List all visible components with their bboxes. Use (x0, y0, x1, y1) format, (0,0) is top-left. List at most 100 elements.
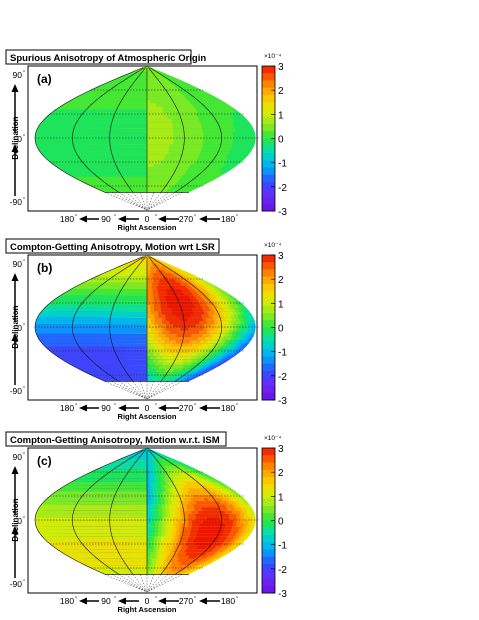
heatmap-cell (157, 128, 163, 132)
colorbar-segment (262, 284, 275, 292)
heatmap-cell (157, 144, 163, 148)
heatmap-cell (172, 131, 178, 136)
degree-mark: ° (23, 197, 25, 203)
heatmap-cell (146, 329, 151, 334)
heatmap-cell (161, 317, 166, 321)
heatmap-cell (157, 147, 162, 152)
heatmap-cell (150, 307, 155, 312)
heatmap-cell (154, 131, 159, 136)
heatmap-cell (247, 137, 252, 142)
colorbar-tick-label: 3 (278, 251, 284, 262)
heatmap-cell (157, 121, 162, 126)
heatmap-cell (187, 320, 193, 325)
heatmap-cell (217, 137, 223, 142)
heatmap-cell (176, 137, 181, 142)
heatmap-cell (168, 137, 174, 142)
heatmap-cell (157, 140, 163, 145)
ra-tick-label: 180 (221, 403, 235, 413)
heatmap-cell (221, 326, 226, 331)
colorbar-segment (262, 95, 275, 103)
heatmap-cell (172, 326, 178, 331)
heatmap-cell (157, 310, 162, 315)
heatmap-cell (153, 307, 158, 312)
heatmap-cell (187, 323, 193, 328)
colorbar-tick-label: 3 (278, 62, 284, 73)
heatmap-cell (157, 320, 163, 325)
heatmap-cell (239, 137, 245, 142)
heatmap-cell (168, 128, 174, 132)
degree-mark: ° (236, 214, 238, 220)
ra-meridian-dotted (111, 381, 148, 400)
heatmap-cell (146, 323, 151, 328)
degree-mark: ° (23, 386, 25, 392)
heatmap-cell (161, 128, 166, 132)
heatmap-cell (168, 317, 174, 321)
ra-tick-label: 180 (221, 214, 235, 224)
heatmap-cell (153, 342, 158, 347)
heatmap-cell (154, 326, 159, 331)
heatmap-cell (191, 329, 196, 334)
colorbar-segment (262, 138, 275, 147)
heatmap-cell (153, 147, 159, 152)
heatmap-cell (146, 172, 151, 177)
colorbar-segment (262, 305, 275, 314)
degree-mark: ° (23, 259, 25, 265)
heatmap-cell (165, 320, 170, 325)
heatmap-cell (146, 345, 151, 350)
colorbar-tick-label: 2 (278, 275, 284, 286)
colorbar-segment (262, 385, 275, 394)
degree-mark: ° (155, 214, 157, 220)
heatmap-cell (146, 124, 152, 129)
ra-meridian-dotted (132, 192, 148, 211)
heatmap-cell (146, 176, 150, 180)
heatmap-cell (157, 134, 163, 139)
heatmap-cell (161, 144, 166, 148)
dec-arrow-head (11, 273, 19, 281)
heatmap-cell (149, 352, 154, 357)
heatmap-cell (176, 140, 181, 145)
heatmap-cell (146, 294, 151, 299)
heatmap-cell (172, 128, 177, 132)
heatmap-cell (153, 156, 158, 161)
heatmap-cell (194, 329, 200, 334)
heatmap-cell (180, 134, 185, 139)
heatmap-cell (146, 156, 151, 161)
heatmap-cell (146, 182, 150, 187)
heatmap-cell (195, 323, 200, 328)
heatmap-cell (213, 134, 219, 139)
heatmap-cell (243, 323, 249, 328)
heatmap-cell (146, 140, 151, 145)
heatmap-cell (236, 134, 241, 139)
heatmap-cell (209, 326, 215, 331)
heatmap-cell (157, 336, 162, 341)
heatmap-cell (150, 153, 155, 158)
heatmap-cell (157, 131, 163, 136)
heatmap-cell (146, 307, 151, 312)
heatmap-cell (150, 121, 155, 126)
heatmap-cell (150, 310, 155, 315)
heatmap-cell (146, 166, 151, 171)
ra-arrow-head (79, 215, 87, 223)
ra-arrow-head (158, 215, 166, 223)
heatmap-cell (172, 317, 177, 321)
colorbar-segment (262, 66, 275, 74)
heatmap-cell (236, 137, 241, 142)
heatmap-cell (156, 342, 162, 347)
colorbar-tick-label: -1 (278, 348, 287, 359)
heatmap-cell (228, 323, 234, 328)
heatmap-cell (150, 339, 155, 344)
heatmap-cell (191, 140, 196, 145)
heatmap-cell (183, 134, 189, 139)
heatmap-cell (146, 358, 151, 363)
heatmap-cell (146, 128, 151, 132)
heatmap-cell (150, 131, 155, 136)
colorbar-tick-label: -2 (278, 183, 287, 194)
heatmap-cell (239, 326, 245, 331)
colorbar-segment (262, 363, 275, 372)
heatmap-cell (202, 137, 208, 142)
heatmap-cell (161, 333, 166, 337)
heatmap-cell (161, 329, 166, 334)
heatmap-cell (243, 326, 249, 331)
colorbar-segment (262, 196, 275, 205)
heatmap-cell (236, 323, 241, 328)
